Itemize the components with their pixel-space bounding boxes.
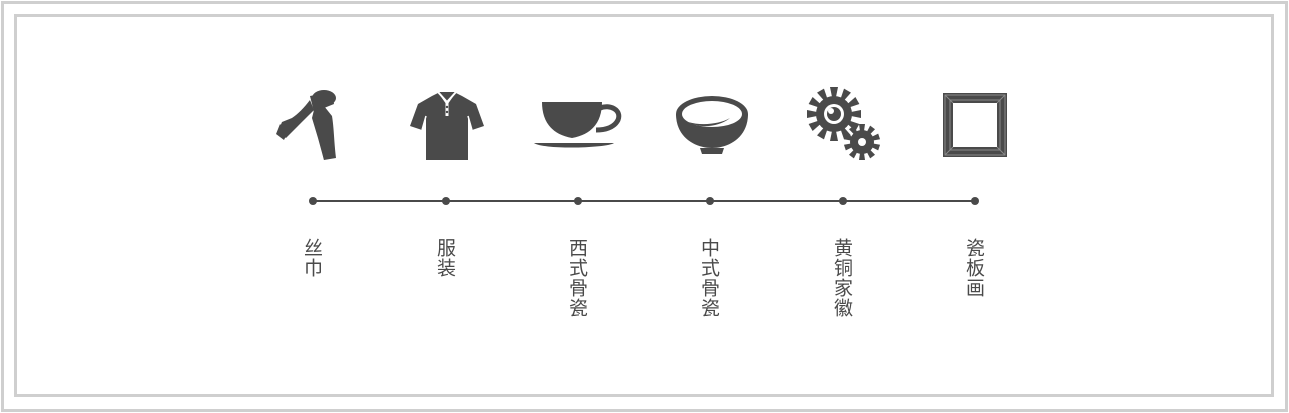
timeline-dot (309, 197, 317, 205)
timeline-dot (706, 197, 714, 205)
timeline-dot (971, 197, 979, 205)
label-silk-scarf: 丝巾 (301, 238, 323, 278)
label-western-bone-china: 西式骨瓷 (566, 238, 588, 318)
timeline-line (313, 200, 976, 202)
timeline-dot (839, 197, 847, 205)
label-porcelain-plaque-painting: 瓷板画 (963, 238, 985, 298)
bowl-icon (674, 94, 750, 158)
picture-frame-icon (943, 93, 1007, 157)
timeline-dot (574, 197, 582, 205)
teacup-icon (534, 100, 624, 152)
timeline-dot (442, 197, 450, 205)
inner-frame (14, 14, 1274, 397)
label-chinese-bone-china: 中式骨瓷 (698, 238, 720, 318)
gears-icon (806, 86, 882, 162)
label-brass-family-crest: 黄铜家徽 (831, 238, 853, 318)
label-clothing: 服装 (434, 238, 456, 278)
scarf-icon (274, 88, 340, 164)
polo-shirt-icon (410, 90, 484, 160)
